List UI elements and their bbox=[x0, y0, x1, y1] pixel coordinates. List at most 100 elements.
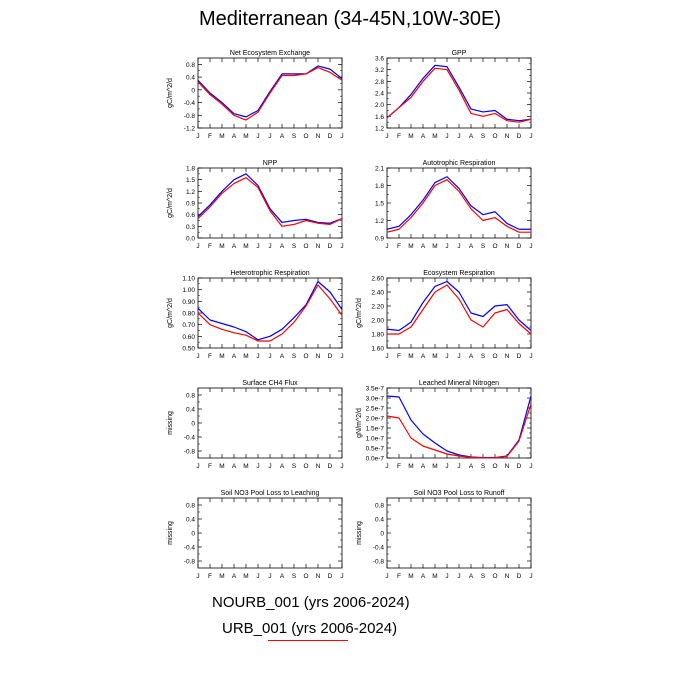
y-tick-label: 0.8 bbox=[186, 503, 195, 510]
y-tick-label: -0.8 bbox=[184, 449, 196, 456]
x-tick-label: F bbox=[397, 573, 401, 580]
x-tick-label: J bbox=[256, 463, 259, 470]
y-tick-label: 2.4 bbox=[375, 91, 384, 98]
y-tick-label: 1.5e-7 bbox=[366, 426, 385, 433]
x-tick-label: J bbox=[445, 133, 448, 140]
x-tick-label: J bbox=[340, 463, 343, 470]
series-line-nourb_001 bbox=[197, 173, 343, 224]
y-tick-label: 0.4 bbox=[375, 517, 384, 524]
x-tick-label: J bbox=[385, 243, 388, 250]
x-tick-label: S bbox=[292, 463, 297, 470]
x-tick-label: F bbox=[397, 463, 401, 470]
x-tick-label: M bbox=[432, 353, 437, 360]
y-tick-label: 1.2 bbox=[186, 189, 195, 196]
x-tick-label: J bbox=[340, 243, 343, 250]
x-tick-label: J bbox=[385, 133, 388, 140]
x-tick-label: J bbox=[268, 573, 271, 580]
x-tick-label: A bbox=[421, 463, 426, 470]
y-tick-label: 0.50 bbox=[182, 346, 195, 353]
x-tick-label: J bbox=[529, 573, 532, 580]
x-tick-label: N bbox=[316, 463, 321, 470]
x-tick-label: J bbox=[457, 243, 460, 250]
x-tick-label: M bbox=[432, 463, 437, 470]
x-tick-label: J bbox=[457, 573, 460, 580]
x-tick-label: J bbox=[529, 133, 532, 140]
y-axis-label: gN/m^2/d bbox=[356, 408, 363, 438]
panel-5: Heterotrophic Respiration gC/m^2/d 1.10 1.0… bbox=[167, 270, 344, 360]
x-tick-label: M bbox=[219, 573, 224, 580]
x-tick-label: D bbox=[517, 133, 522, 140]
x-tick-label: M bbox=[432, 133, 437, 140]
y-axis-label: missing bbox=[356, 521, 363, 545]
x-tick-label: A bbox=[232, 353, 237, 360]
x-tick-label: J bbox=[385, 573, 388, 580]
panel-title: Heterotrophic Respiration bbox=[230, 270, 309, 277]
x-tick-label: D bbox=[328, 133, 333, 140]
y-tick-label: 1.10 bbox=[182, 276, 195, 283]
y-tick-label: -0.8 bbox=[373, 559, 385, 566]
x-tick-label: J bbox=[268, 463, 271, 470]
y-tick-label: 1.5 bbox=[186, 177, 195, 184]
x-tick-label: O bbox=[303, 573, 308, 580]
x-tick-label: J bbox=[385, 463, 388, 470]
x-tick-label: D bbox=[328, 243, 333, 250]
x-tick-label: M bbox=[408, 573, 413, 580]
panel-title: Leached Mineral Nitrogen bbox=[419, 380, 499, 387]
y-tick-label: 0.4 bbox=[186, 75, 195, 82]
x-tick-label: F bbox=[397, 243, 401, 250]
y-tick-label: 0.80 bbox=[182, 311, 195, 318]
series-line-nourb_001 bbox=[197, 280, 343, 341]
y-tick-label: 0.4 bbox=[186, 407, 195, 414]
panel-title: Net Ecosystem Exchange bbox=[230, 50, 310, 57]
series-line-urb_001 bbox=[387, 284, 532, 335]
y-tick-label: 2.40 bbox=[371, 290, 384, 297]
y-tick-label: 0 bbox=[380, 531, 384, 538]
panel-1: Net Ecosystem Exchange gC/m^2/d 0.8 0.4 0 -0.… bbox=[167, 50, 344, 140]
y-tick-label: 2.8 bbox=[375, 79, 384, 86]
x-tick-label: O bbox=[492, 573, 497, 580]
x-tick-label: M bbox=[219, 463, 224, 470]
series-line-urb_001 bbox=[197, 284, 343, 342]
panel-8: Leached Mineral Nitrogen gN/m^2/d 3.5e-7 3.… bbox=[356, 380, 533, 470]
y-tick-label: -0.4 bbox=[184, 100, 196, 107]
y-axis-label: gC/m^2/d bbox=[167, 188, 174, 218]
y-tick-label: 1.00 bbox=[182, 287, 195, 294]
x-tick-label: M bbox=[432, 243, 437, 250]
y-tick-label: -0.8 bbox=[184, 559, 196, 566]
series-line-nourb_001 bbox=[386, 280, 532, 332]
plot-frame bbox=[197, 387, 343, 459]
x-tick-label: A bbox=[232, 573, 237, 580]
y-tick-label: 1.80 bbox=[371, 332, 384, 339]
figure-title: Mediterranean (34-45N,10W-30E) bbox=[198, 8, 501, 30]
x-tick-label: M bbox=[243, 463, 248, 470]
y-tick-label: 0.8 bbox=[186, 393, 195, 400]
x-tick-label: J bbox=[256, 573, 259, 580]
y-tick-label: 2.60 bbox=[371, 276, 384, 283]
y-axis-label: gC/m^2/d bbox=[356, 298, 363, 328]
series-line-nourb_001 bbox=[197, 65, 343, 118]
x-tick-label: J bbox=[445, 573, 448, 580]
legend-swatch-urb bbox=[268, 640, 348, 641]
y-tick-label: 0 bbox=[191, 531, 195, 538]
x-tick-label: A bbox=[232, 133, 237, 140]
x-tick-label: A bbox=[469, 353, 474, 360]
y-tick-label: 1.60 bbox=[371, 346, 384, 353]
x-tick-label: S bbox=[481, 573, 486, 580]
y-tick-label: -1.2 bbox=[184, 126, 196, 133]
x-tick-label: A bbox=[469, 463, 474, 470]
y-tick-label: 0.0 bbox=[186, 236, 195, 243]
y-tick-label: 2.0 bbox=[375, 102, 384, 109]
x-tick-label: S bbox=[481, 353, 486, 360]
x-tick-label: A bbox=[280, 133, 285, 140]
x-tick-label: S bbox=[292, 243, 297, 250]
series-line-urb_001 bbox=[197, 177, 343, 227]
x-tick-label: N bbox=[505, 573, 510, 580]
x-tick-label: M bbox=[219, 133, 224, 140]
x-tick-label: O bbox=[492, 243, 497, 250]
x-tick-label: M bbox=[408, 463, 413, 470]
y-tick-label: 0 bbox=[191, 421, 195, 428]
x-tick-label: A bbox=[421, 133, 426, 140]
